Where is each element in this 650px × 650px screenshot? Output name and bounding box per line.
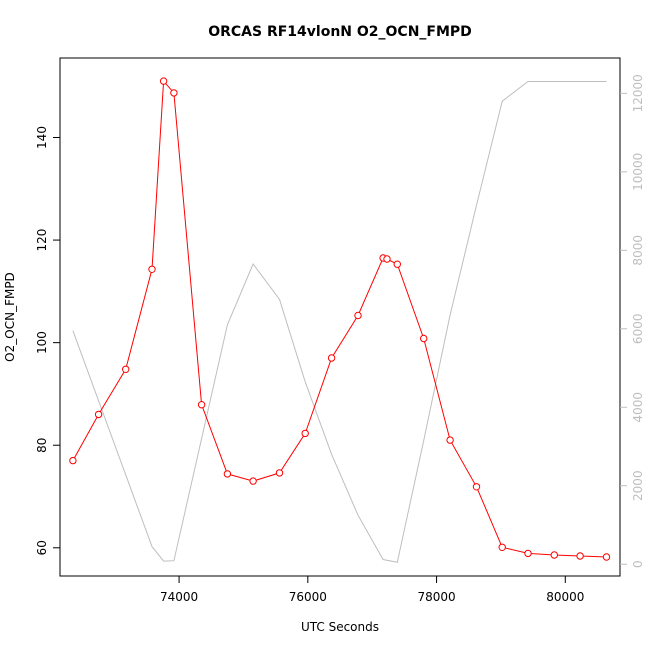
data-point (498, 543, 506, 551)
data-point (354, 311, 362, 320)
x-tick-label: 80000 (546, 590, 584, 604)
y-tick-label: 120 (35, 229, 49, 252)
data-point (576, 552, 584, 560)
data-point (122, 365, 130, 373)
data-point (420, 334, 428, 343)
x-tick-label: 76000 (289, 590, 327, 604)
data-point (301, 429, 309, 438)
y2-tick-label: 0 (631, 560, 645, 568)
y2-tick-label: 2000 (631, 470, 645, 501)
data-point (446, 436, 454, 444)
y2-tick-label: 4000 (631, 392, 645, 423)
data-point (223, 470, 232, 478)
x-tick-label: 74000 (160, 590, 198, 604)
data-point (383, 255, 391, 263)
x-axis-label: UTC Seconds (301, 620, 379, 634)
data-point (472, 483, 481, 491)
x-axis: 74000 76000 78000 80000 (160, 576, 584, 604)
y-tick-label: 80 (35, 438, 49, 453)
data-point (327, 354, 336, 362)
data-point (148, 265, 156, 273)
y-tick-label: 100 (35, 331, 49, 354)
plot-frame (59, 57, 621, 577)
y-tick-label: 140 (35, 126, 49, 149)
x-tick-label: 78000 (417, 590, 455, 604)
data-point (275, 469, 284, 477)
series-line-left (72, 79, 607, 558)
y-axis-right: 0 2000 4000 6000 8000 10000 12000 (620, 74, 645, 568)
y-tick-label: 60 (35, 540, 49, 555)
data-point (602, 553, 611, 561)
data-point (197, 401, 206, 409)
data-point (69, 456, 77, 465)
data-point (393, 260, 401, 268)
data-point (550, 551, 558, 559)
y2-tick-label: 8000 (631, 235, 645, 266)
y2-tick-label: 6000 (631, 314, 645, 345)
data-point (524, 549, 532, 558)
series-left-axis (69, 77, 611, 561)
data-point (159, 77, 168, 85)
series-right-axis (72, 81, 607, 563)
y-axis-left: 60 80 100 120 140 (35, 126, 60, 555)
y2-tick-label: 12000 (631, 74, 645, 112)
data-point (170, 89, 178, 97)
data-point (249, 477, 257, 485)
chart-title: ORCAS RF14vlonN O2_OCN_FMPD (208, 24, 472, 40)
data-point (94, 410, 103, 419)
series-line-right (72, 81, 607, 563)
y-axis-label: O2_OCN_FMPD (3, 272, 17, 362)
y2-tick-label: 10000 (631, 153, 645, 191)
